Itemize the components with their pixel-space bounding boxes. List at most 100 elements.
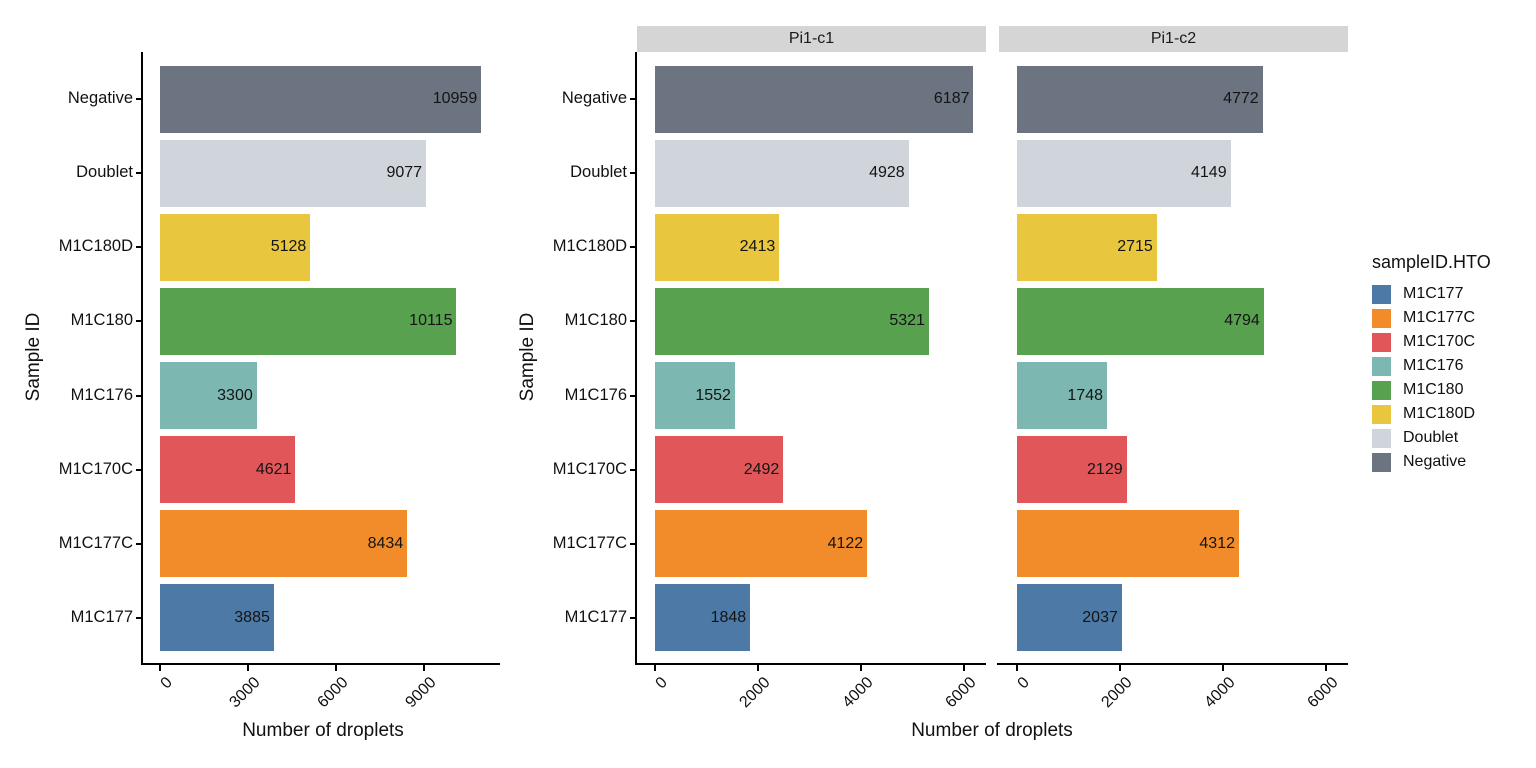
bar-value-label: 5128: [270, 238, 307, 256]
y-tick-label: M1C177C: [58, 533, 133, 552]
y-axis-line: [141, 52, 143, 665]
x-tick-mark: [1221, 665, 1224, 671]
x-tick-mark: [1016, 665, 1019, 671]
bar-value-label: 4312: [1199, 534, 1235, 552]
facet-strip-pi1-c1: Pi1-c1: [637, 26, 986, 52]
bar-pi1-c1-m1c176: [655, 362, 735, 430]
y-tick-label: M1C177: [564, 607, 627, 626]
y-tick-mark: [136, 616, 142, 619]
bar-value-label: 10115: [409, 312, 453, 330]
y-tick-mark: [136, 394, 142, 397]
bar-value-label: 3885: [234, 608, 270, 626]
legend-item-label: M1C170C: [1403, 333, 1476, 350]
bar-pi1-c1-m1c180: [655, 287, 929, 355]
bar-value-label: 1748: [1067, 386, 1103, 404]
bar-value-label: 2413: [739, 238, 776, 256]
legend-item-label: M1C180D: [1403, 405, 1476, 422]
bar-value-label: 10959: [432, 90, 478, 108]
bar-pi1-c2-m1c180d: [1017, 213, 1157, 281]
y-tick-label: M1C176: [70, 385, 133, 404]
legend-swatch: [1372, 284, 1391, 304]
y-tick-mark: [630, 468, 636, 471]
x-axis-line: [997, 663, 1348, 665]
legend-swatch: [1372, 428, 1391, 448]
bar-pi1-c2-doublet: [1017, 139, 1231, 207]
x-tick-mark: [859, 665, 862, 671]
bar-value-label: 2715: [1117, 238, 1153, 256]
y-tick-label: M1C176: [564, 385, 627, 404]
x-tick-mark: [334, 665, 337, 671]
y-tick-label: Doublet: [76, 163, 133, 182]
bar-value-label: 4772: [1223, 90, 1259, 108]
bar-value-label: 2492: [743, 460, 780, 478]
y-axis-line: [635, 52, 637, 665]
legend: sampleID.HTO M1C177 M1C177C M1C170C M1C176 M…: [1372, 252, 1491, 474]
x-tick-label: 9000: [402, 674, 440, 712]
y-tick-mark: [136, 172, 142, 175]
bar-value-label: 4122: [827, 534, 864, 552]
x-tick-mark: [756, 665, 759, 671]
bar-pi1-c1-m1c177: [655, 584, 751, 652]
x-tick-label: 3000: [226, 674, 264, 712]
bar-value-label: 4794: [1224, 312, 1260, 330]
left-x-axis-title: Number of droplets: [242, 720, 404, 741]
bar-value-label: 9077: [386, 164, 423, 182]
legend-item-label: M1C177: [1403, 285, 1464, 302]
legend-swatch: [1372, 356, 1391, 376]
x-tick-mark: [246, 665, 249, 671]
x-tick-mark: [1118, 665, 1121, 671]
legend-item-doublet: Doublet: [1372, 426, 1491, 450]
bar-value-label: 2129: [1087, 460, 1123, 478]
legend-item-m1c180: M1C180: [1372, 378, 1491, 402]
y-tick-label: M1C180D: [58, 237, 133, 256]
bar-all-m1c176: [160, 362, 257, 430]
legend-item-label: M1C176: [1403, 357, 1464, 374]
x-axis-line: [141, 663, 500, 665]
y-tick-label: M1C177: [70, 607, 133, 626]
y-tick-mark: [136, 542, 142, 545]
legend-item-m1c177c: M1C177C: [1372, 306, 1491, 330]
bar-all-m1c180d: [160, 213, 311, 281]
x-tick-mark: [1324, 665, 1327, 671]
legend-item-m1c176: M1C176: [1372, 354, 1491, 378]
x-tick-label: 6000: [1304, 674, 1342, 712]
x-tick-label: 0: [1014, 674, 1034, 693]
legend-swatch: [1372, 452, 1391, 472]
legend-title: sampleID.HTO: [1372, 252, 1491, 272]
bar-pi1-c1-doublet: [655, 139, 909, 207]
y-tick-mark: [136, 246, 142, 249]
bar-pi1-c1-negative: [655, 65, 974, 133]
x-tick-mark: [654, 665, 657, 671]
legend-item-m1c180d: M1C180D: [1372, 402, 1491, 426]
y-tick-mark: [630, 172, 636, 175]
legend-swatch: [1372, 308, 1391, 328]
bar-pi1-c2-negative: [1017, 65, 1263, 133]
legend-item-label: Negative: [1403, 453, 1467, 470]
x-tick-label: 0: [652, 674, 672, 693]
bar-pi1-c2-m1c176: [1017, 362, 1107, 430]
bar-value-label: 8434: [367, 534, 404, 552]
bar-pi1-c2-m1c177c: [1017, 510, 1239, 578]
bar-value-label: 3300: [217, 386, 253, 404]
x-tick-label: 6000: [942, 674, 980, 712]
y-tick-label: M1C180: [70, 311, 133, 330]
y-tick-label: M1C170C: [58, 459, 133, 478]
bar-all-m1c177c: [160, 510, 408, 578]
bar-value-label: 5321: [889, 312, 925, 330]
bar-pi1-c2-m1c177: [1017, 584, 1122, 652]
legend-item-label: Doublet: [1403, 429, 1459, 446]
bar-all-doublet: [160, 139, 427, 207]
x-tick-label: 4000: [839, 674, 877, 712]
legend-item-label: M1C177C: [1403, 309, 1476, 326]
bar-value-label: 1848: [710, 608, 747, 626]
y-tick-label: M1C180: [564, 311, 627, 330]
bar-value-label: 4928: [869, 164, 905, 182]
y-tick-label: Negative: [561, 89, 627, 108]
x-tick-mark: [159, 665, 161, 671]
legend-item-m1c177: M1C177: [1372, 282, 1491, 306]
bar-all-negative: [160, 65, 482, 133]
legend-item-negative: Negative: [1372, 450, 1491, 474]
y-tick-mark: [630, 542, 636, 545]
x-tick-label: 2000: [736, 674, 774, 712]
y-tick-label: Negative: [67, 89, 133, 108]
